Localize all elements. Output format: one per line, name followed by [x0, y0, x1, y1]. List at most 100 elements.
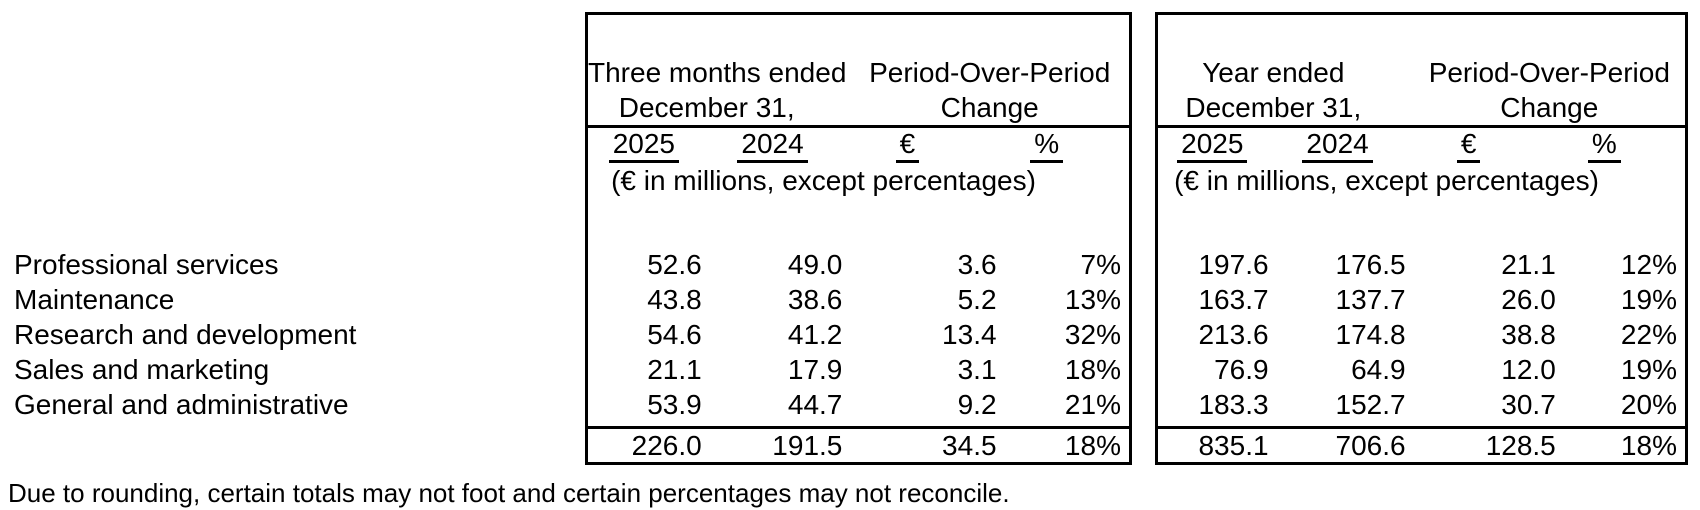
group-header-row: Year ended December 31, Period-Over-Peri… [1158, 15, 1685, 125]
value-cell: 163.7 [1198, 284, 1269, 315]
totals-divider [588, 426, 1129, 429]
value-cell: 174.8 [1335, 319, 1406, 350]
value-cell: 137.7 [1335, 284, 1406, 315]
value-cell: 13% [1064, 284, 1121, 315]
spacer [588, 198, 1129, 247]
total-cell: 226.0 [631, 430, 702, 461]
value-cell: 30.7 [1501, 389, 1556, 420]
value-cell: 21.1 [1501, 249, 1556, 280]
value-cell: 32% [1064, 319, 1121, 350]
tables-layout: Professional services Maintenance Resear… [0, 0, 1688, 465]
value-cell: 44.7 [787, 389, 843, 420]
value-cell: 64.9 [1351, 354, 1406, 385]
value-cell: 7% [1080, 249, 1121, 280]
table-row: 21.1 17.9 3.1 18% [588, 352, 1129, 387]
table-row: 183.3 152.7 30.7 20% [1158, 387, 1685, 422]
column-header-2025: 2025 [1158, 128, 1277, 163]
totals-row: 835.1 706.6 128.5 18% [1158, 429, 1685, 462]
total-cell: 706.6 [1335, 430, 1406, 461]
table-row: 52.6 49.0 3.6 7% [588, 247, 1129, 282]
row-label-professional-services: Professional services [14, 249, 279, 280]
period-header-line2: December 31, [618, 92, 795, 123]
year-ended-table: Year ended December 31, Period-Over-Peri… [1155, 12, 1688, 465]
column-header-2025: 2025 [588, 128, 710, 163]
totals-divider [1158, 426, 1685, 429]
units-note: (€ in millions, except percentages) [1174, 165, 1599, 196]
three-months-table: Three months ended December 31, Period-O… [585, 12, 1132, 465]
period-header-line2: December 31, [1185, 92, 1362, 123]
value-cell: 21% [1064, 389, 1121, 420]
value-cell: 17.9 [787, 354, 843, 385]
value-cell: 38.6 [787, 284, 843, 315]
total-cell: 18% [1620, 430, 1677, 461]
group-header-row: Three months ended December 31, Period-O… [588, 15, 1129, 125]
value-cell: 22% [1620, 319, 1677, 350]
spacer [1158, 198, 1685, 247]
value-cell: 12% [1620, 249, 1677, 280]
total-cell: 34.5 [942, 430, 997, 461]
row-label-research-and-development: Research and development [14, 319, 357, 350]
value-cell: 13.4 [942, 319, 997, 350]
column-header-percent: % [1005, 128, 1129, 163]
value-cell: 3.1 [957, 354, 997, 385]
change-header-line1: Period-Over-Period [1428, 57, 1670, 88]
value-cell: 43.8 [647, 284, 702, 315]
row-label-sales-and-marketing: Sales and marketing [14, 354, 270, 385]
value-cell: 152.7 [1335, 389, 1406, 420]
value-cell: 183.3 [1198, 389, 1269, 420]
column-header-euro: € [850, 128, 1004, 163]
total-cell: 191.5 [772, 430, 843, 461]
units-note: (€ in millions, except percentages) [611, 165, 1036, 196]
table-row: 54.6 41.2 13.4 32% [588, 317, 1129, 352]
change-header: Period-Over-Period Change [1414, 55, 1685, 125]
table-row: 213.6 174.8 38.8 22% [1158, 317, 1685, 352]
value-cell: 9.2 [957, 389, 997, 420]
value-cell: 3.6 [957, 249, 997, 280]
value-cell: 52.6 [647, 249, 702, 280]
column-headers-row: 2025 2024 € % [1158, 128, 1685, 163]
change-header-line2: Change [940, 92, 1039, 123]
column-headers-row: 2025 2024 € % [588, 128, 1129, 163]
period-header-line1: Three months ended [588, 57, 847, 88]
total-cell: 18% [1064, 430, 1121, 461]
row-label-general-and-administrative: General and administrative [14, 389, 349, 420]
column-header-euro: € [1414, 128, 1564, 163]
total-cell: 128.5 [1485, 430, 1556, 461]
value-cell: 176.5 [1335, 249, 1406, 280]
value-cell: 5.2 [957, 284, 997, 315]
value-cell: 26.0 [1501, 284, 1556, 315]
value-cell: 41.2 [787, 319, 843, 350]
column-header-percent: % [1564, 128, 1685, 163]
value-cell: 197.6 [1198, 249, 1269, 280]
row-labels-column: Professional services Maintenance Resear… [0, 0, 585, 422]
change-header: Period-Over-Period Change [850, 55, 1129, 125]
table-row: 76.9 64.9 12.0 19% [1158, 352, 1685, 387]
change-header-line2: Change [1500, 92, 1599, 123]
value-cell: 49.0 [787, 249, 843, 280]
column-header-2024: 2024 [1277, 128, 1414, 163]
value-cell: 54.6 [647, 319, 702, 350]
value-cell: 76.9 [1214, 354, 1269, 385]
total-cell: 835.1 [1198, 430, 1269, 461]
period-header: Three months ended December 31, [588, 55, 850, 125]
value-cell: 19% [1620, 354, 1677, 385]
period-header: Year ended December 31, [1158, 55, 1414, 125]
row-label-maintenance: Maintenance [14, 284, 175, 315]
value-cell: 38.8 [1501, 319, 1556, 350]
totals-row: 226.0 191.5 34.5 18% [588, 429, 1129, 462]
header-divider [1158, 125, 1685, 128]
value-cell: 53.9 [647, 389, 702, 420]
change-header-line1: Period-Over-Period [869, 57, 1111, 88]
rounding-footnote: Due to rounding, certain totals may not … [8, 478, 1010, 508]
value-cell: 213.6 [1198, 319, 1269, 350]
table-row: 197.6 176.5 21.1 12% [1158, 247, 1685, 282]
value-cell: 21.1 [647, 354, 702, 385]
value-cell: 20% [1620, 389, 1677, 420]
header-divider [588, 125, 1129, 128]
table-row: 43.8 38.6 5.2 13% [588, 282, 1129, 317]
table-row: 53.9 44.7 9.2 21% [588, 387, 1129, 422]
value-cell: 12.0 [1501, 354, 1556, 385]
value-cell: 18% [1064, 354, 1121, 385]
period-header-line1: Year ended [1202, 57, 1345, 88]
